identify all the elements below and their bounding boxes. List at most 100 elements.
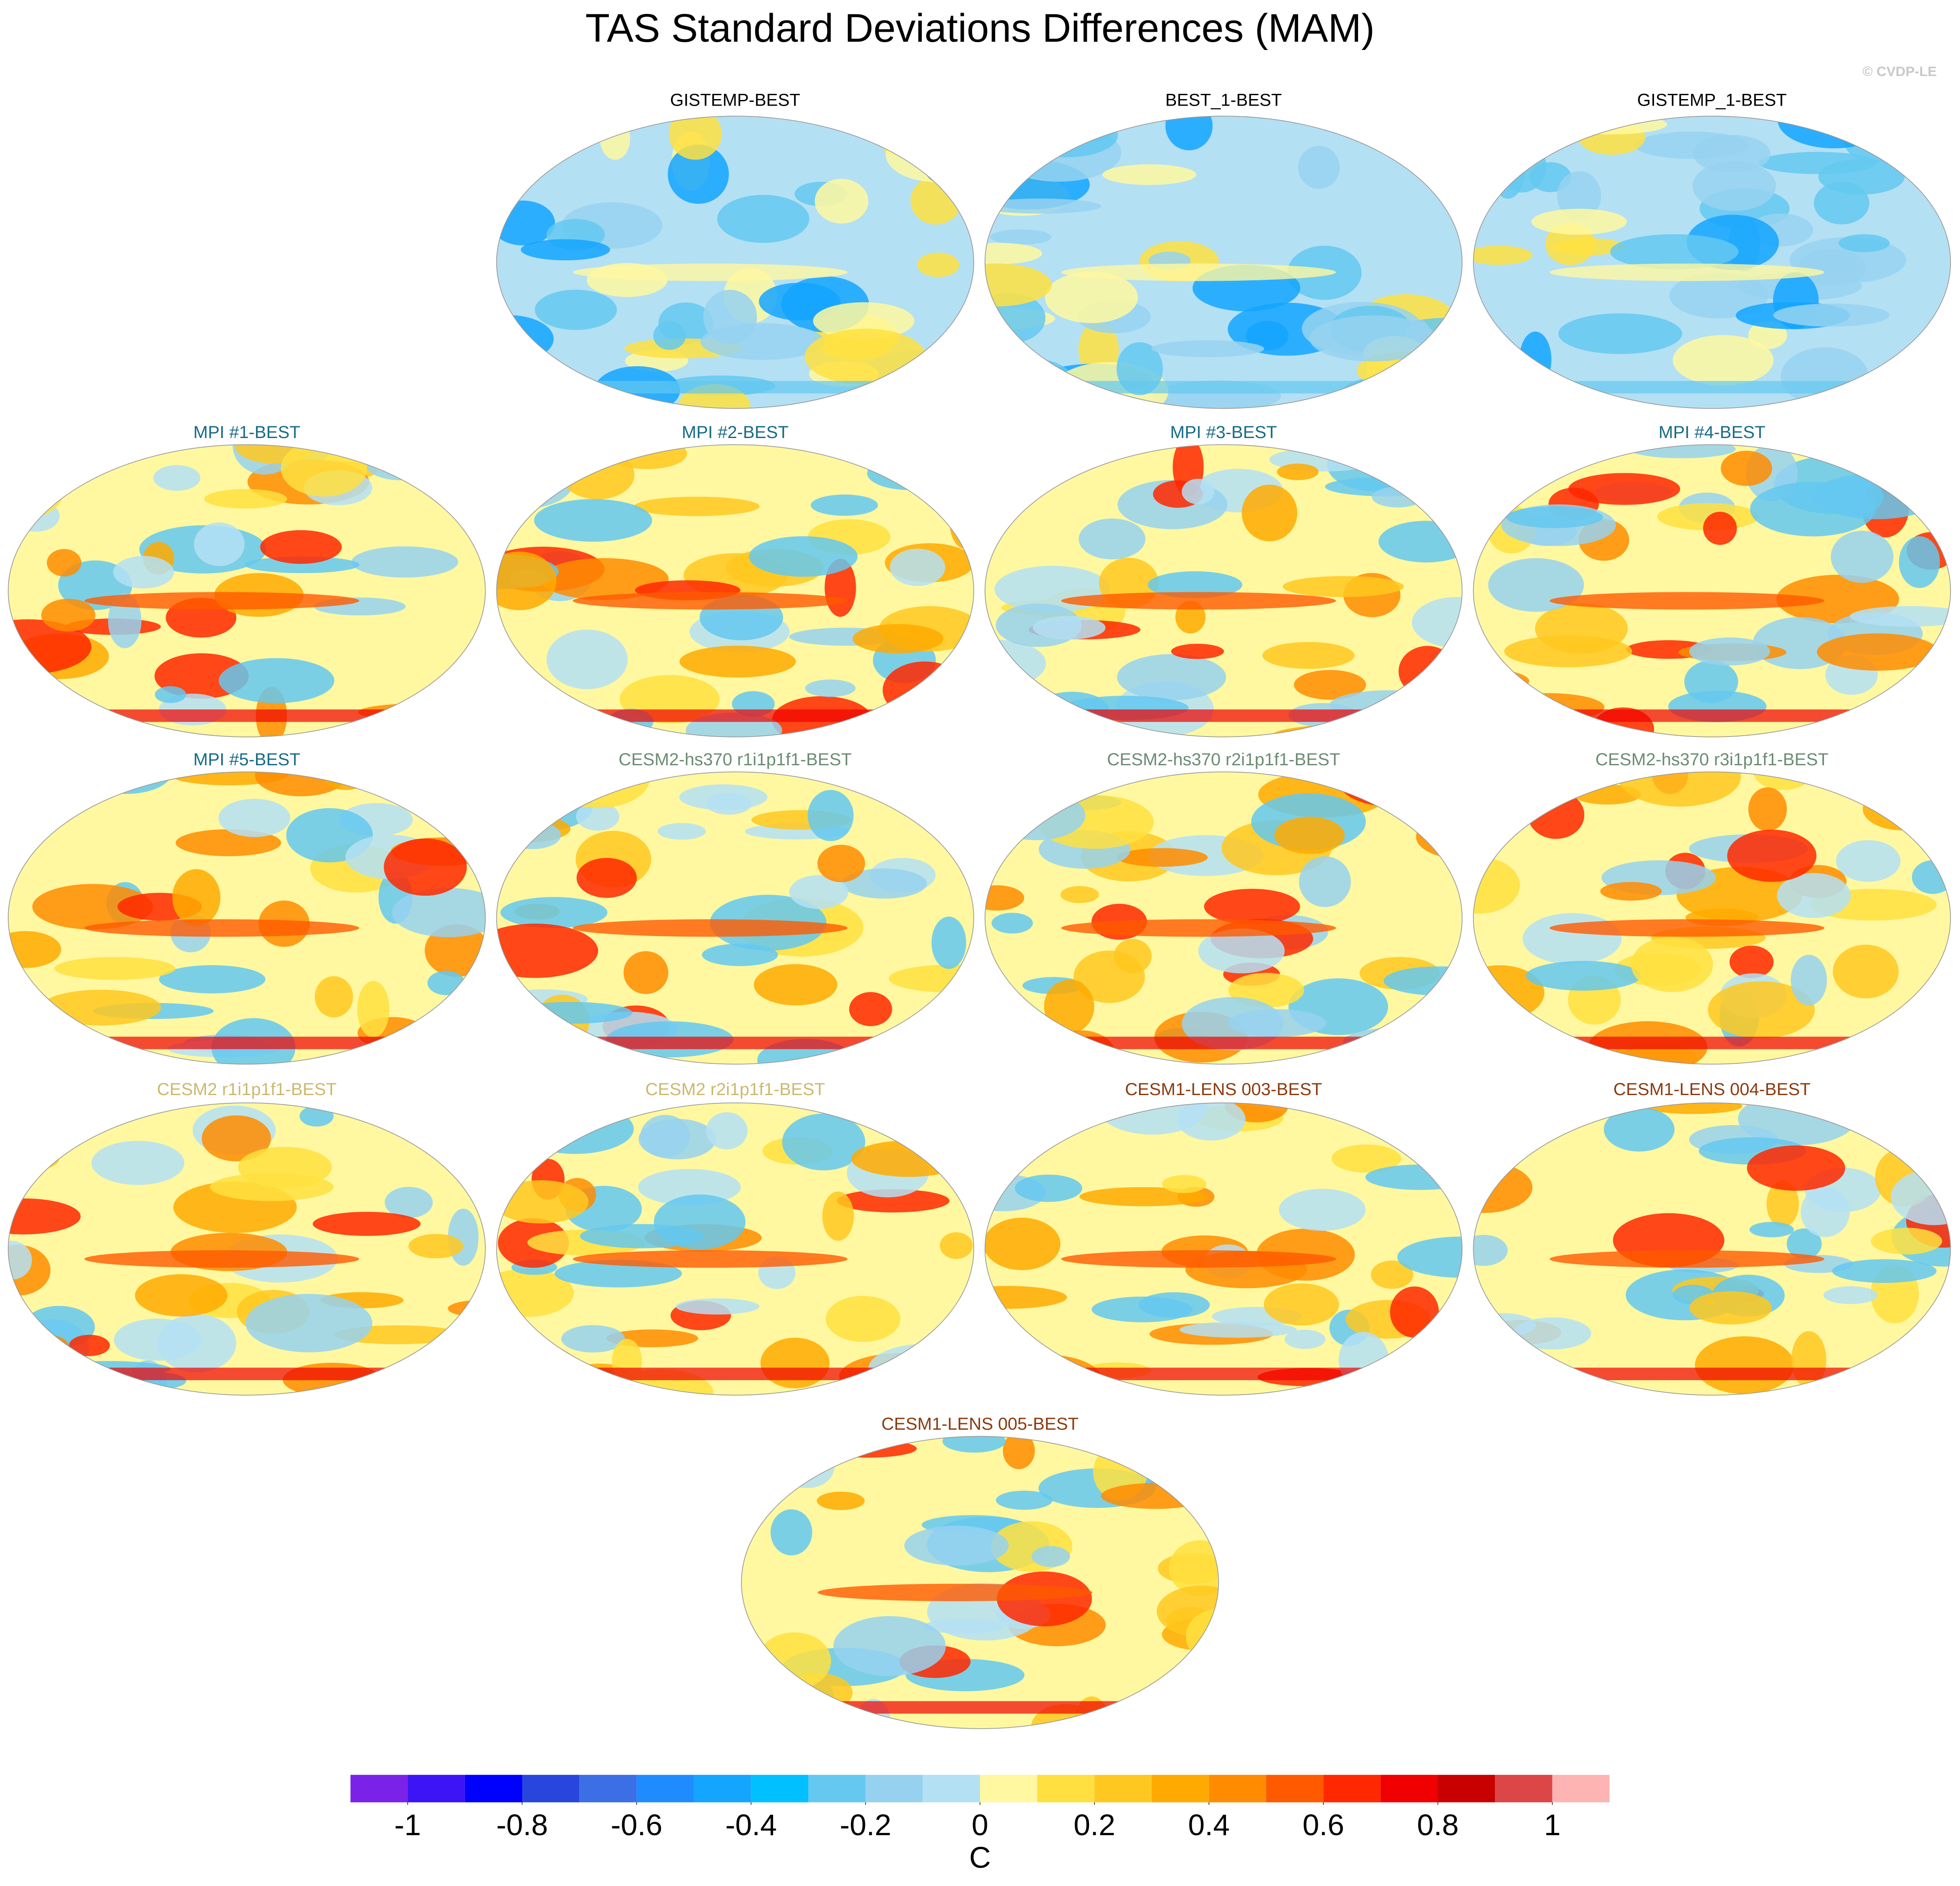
map-texture	[561, 450, 635, 500]
map-texture	[987, 116, 1079, 142]
map-texture	[1510, 1106, 1548, 1138]
map-texture	[504, 821, 561, 849]
map-texture	[1912, 860, 1951, 894]
map-texture	[385, 1187, 433, 1218]
panel-title: MPI #2-BEST	[682, 422, 789, 442]
map-texture	[1748, 787, 1787, 831]
map-texture	[1349, 1369, 1417, 1395]
map-texture	[679, 645, 796, 678]
map-texture	[679, 784, 767, 810]
map-texture	[1777, 116, 1890, 149]
map-texture	[1298, 146, 1340, 189]
colorbar-box	[808, 1775, 866, 1803]
map-texture	[1003, 1436, 1035, 1469]
map-texture	[1294, 670, 1366, 700]
map-texture	[1079, 518, 1146, 560]
map-texture	[69, 1335, 110, 1356]
map-texture	[1721, 451, 1772, 486]
map-texture	[392, 888, 485, 937]
map-texture	[634, 496, 760, 516]
map-texture	[991, 913, 1033, 934]
panel-title: CESM1-LENS 003-BEST	[1125, 1079, 1322, 1099]
map-texture	[1673, 335, 1774, 386]
colorbar-box	[1209, 1775, 1266, 1803]
map-texture	[940, 1232, 973, 1259]
map-texture	[1179, 1322, 1297, 1338]
map-texture	[204, 489, 287, 509]
colorbar-box	[1094, 1775, 1152, 1803]
map-texture	[8, 1368, 485, 1380]
colorbar-box	[694, 1775, 751, 1803]
map-texture	[84, 592, 359, 610]
map-texture	[159, 965, 266, 993]
map-texture	[1262, 642, 1355, 669]
map-texture	[496, 1368, 974, 1380]
colorbar-tick-label: 0.8	[1417, 1808, 1459, 1842]
map-texture	[81, 772, 172, 794]
colorbar-box	[865, 1775, 923, 1803]
map	[1473, 445, 1951, 737]
map-texture	[1171, 644, 1224, 659]
colorbar-box	[579, 1775, 637, 1803]
map-texture	[153, 465, 201, 491]
map-texture	[1693, 135, 1771, 173]
colorbar-box	[1037, 1775, 1095, 1803]
map-texture	[355, 772, 402, 783]
map-texture	[84, 1250, 359, 1268]
map-texture	[996, 1491, 1053, 1510]
map-texture	[1886, 1353, 1951, 1383]
map-texture	[84, 919, 359, 937]
map-texture	[889, 964, 974, 993]
map-texture	[1151, 340, 1264, 357]
map-texture	[1279, 1189, 1366, 1231]
map-texture	[384, 838, 467, 896]
colorbar-box	[408, 1775, 465, 1803]
map-texture	[1162, 1175, 1206, 1193]
panel-title: BEST_1-BEST	[1165, 90, 1282, 110]
map-texture	[1749, 1222, 1794, 1238]
map-texture	[1339, 1331, 1389, 1389]
map-texture	[510, 1341, 545, 1384]
map-texture	[985, 704, 1104, 737]
map-texture	[675, 1298, 760, 1315]
map-outline	[984, 444, 1463, 737]
map-texture	[1644, 1102, 1742, 1114]
map-texture	[1473, 709, 1951, 722]
map-texture	[32, 884, 153, 930]
map-texture	[1863, 787, 1943, 831]
map-texture	[1498, 139, 1547, 193]
map-texture	[668, 144, 729, 204]
map-texture	[496, 1122, 526, 1152]
map-texture	[1519, 331, 1551, 388]
map-texture	[448, 687, 483, 715]
map-texture	[813, 302, 915, 340]
map-texture	[654, 1194, 746, 1250]
map-texture	[760, 1338, 830, 1388]
map-texture	[1801, 1187, 1850, 1237]
map-texture	[987, 791, 1086, 840]
map-texture	[1399, 646, 1456, 697]
map-texture	[1242, 485, 1298, 541]
map-texture	[814, 179, 869, 224]
map-texture	[1061, 1250, 1336, 1268]
map-texture	[8, 1198, 81, 1235]
colorbar-box	[1552, 1775, 1610, 1803]
map-texture	[573, 919, 848, 937]
map-outline	[1473, 771, 1951, 1065]
map-texture	[509, 1002, 633, 1024]
colorbar-box	[1438, 1775, 1495, 1803]
map-texture	[852, 624, 943, 654]
map-texture	[41, 598, 96, 632]
map-texture	[1508, 1355, 1565, 1395]
map-texture	[1309, 315, 1437, 362]
map-texture	[113, 556, 174, 589]
map-texture	[759, 282, 840, 321]
map-texture	[8, 1241, 32, 1280]
map-texture	[218, 799, 291, 837]
map-texture	[10, 1333, 69, 1357]
map-texture	[1473, 1368, 1951, 1380]
map-texture	[1787, 1228, 1822, 1259]
map-texture	[749, 536, 858, 577]
map-texture	[706, 1112, 748, 1149]
map-texture	[1870, 1228, 1942, 1255]
